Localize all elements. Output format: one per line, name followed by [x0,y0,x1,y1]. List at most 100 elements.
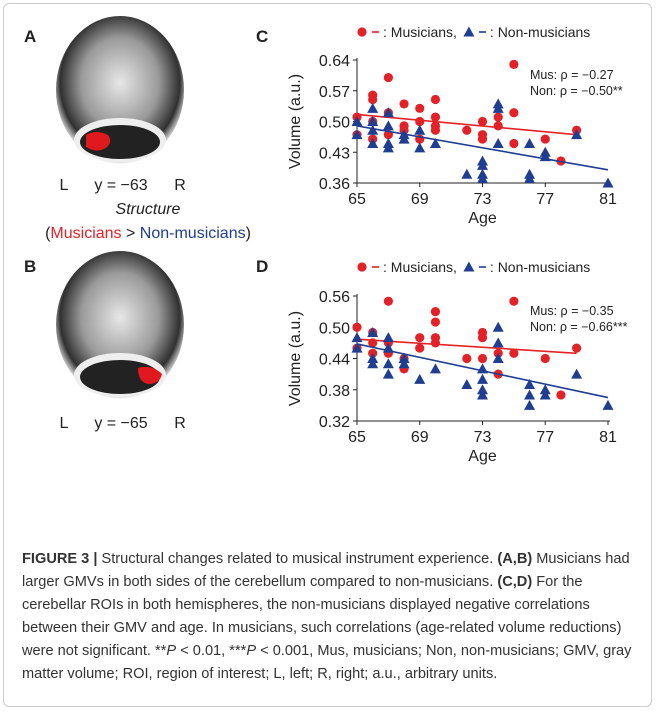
x-tick-label: 81 [599,191,617,208]
legend-marker [357,27,366,36]
panel-label: C [256,27,268,46]
y-tick-label: 0.56 [319,289,350,306]
point [431,338,440,347]
point [431,95,440,104]
point [493,138,504,148]
caption-italic: P [246,643,256,659]
point [572,343,581,352]
brain-b [56,251,184,399]
legend-marker [357,262,366,271]
panel-label: D [256,257,268,276]
annotation: Non: ρ = −0.66*** [530,320,628,334]
y-tick-label: 0.44 [319,352,350,369]
point [493,337,504,347]
caption-ref: (C,D) [497,574,532,590]
legend-label: : Musicians, [383,259,457,275]
x-axis-label: Age [468,210,497,227]
paren: ) [246,225,251,242]
x-tick-label: 77 [536,429,554,446]
y-axis-label: Volume (a.u.) [287,311,304,406]
point [431,113,440,122]
x-tick-label: 65 [348,191,366,208]
annotation: Mus: ρ = −0.27 [530,68,614,82]
point [430,363,441,373]
panel-label: A [24,27,36,46]
point [509,108,518,117]
caption-text: Structural changes related to musical in… [97,551,497,567]
point [462,354,471,363]
point [462,126,471,135]
point [414,142,425,152]
point [384,73,393,82]
y-tick-label: 0.43 [319,145,350,162]
page: A B C D L y = −63 R Structure (Musicians… [0,0,657,712]
legend-marker [463,27,474,37]
x-axis-label: Age [468,448,497,465]
point [415,343,424,352]
x-tick-label: 69 [411,191,429,208]
point [478,354,487,363]
point [352,332,363,342]
x-tick-label: 77 [536,191,554,208]
legend-label: : Musicians, [383,24,457,40]
point [384,297,393,306]
point [556,390,565,399]
point [524,138,535,148]
brain-label: L [60,415,69,432]
brain-a [56,16,184,164]
x-tick-label: 73 [474,429,492,446]
point [414,125,425,135]
point [414,374,425,384]
point [383,120,394,130]
point [431,317,440,326]
y-tick-label: 0.57 [319,84,350,101]
caption-label: FIGURE 3 | [22,551,97,567]
point [494,113,503,122]
point [494,121,503,130]
point [352,323,361,332]
point [540,389,551,399]
point [478,134,487,143]
y-tick-label: 0.50 [319,320,350,337]
figure: A B C D L y = −63 R Structure (Musicians… [0,0,657,530]
point [415,333,424,342]
point [368,95,377,104]
point [524,400,535,410]
point [477,389,488,399]
musicians: Musicians [50,225,121,242]
brain-label: y = −63 [94,177,147,194]
legend-label: : Non-musicians [490,259,590,275]
point [415,117,424,126]
point [461,379,472,389]
point [603,400,614,410]
point [431,307,440,316]
x-tick-label: 81 [599,429,617,446]
point [431,126,440,135]
caption-italic: P [166,643,176,659]
point [509,297,518,306]
point [399,99,408,108]
legend-marker [463,262,474,272]
non-musicians: Non-musicians [140,225,246,242]
y-tick-label: 0.32 [319,414,350,431]
point [383,369,394,379]
point [477,374,488,384]
y-tick-label: 0.64 [319,53,350,70]
point [461,169,472,179]
point [509,60,518,69]
gt: > [122,225,140,242]
point [383,358,394,368]
caption: FIGURE 3 | Structural changes related to… [22,548,637,686]
point [541,134,550,143]
point [524,389,535,399]
y-axis-label: Volume (a.u.) [287,74,304,169]
point [509,139,518,148]
point [415,104,424,113]
point [478,117,487,126]
point [367,358,378,368]
brain-label: R [174,415,186,432]
caption-text: < 0.01, *** [176,643,246,659]
panel-label: B [24,257,36,276]
brain-label: R [174,177,186,194]
annotation: Non: ρ = −0.50** [530,84,623,98]
